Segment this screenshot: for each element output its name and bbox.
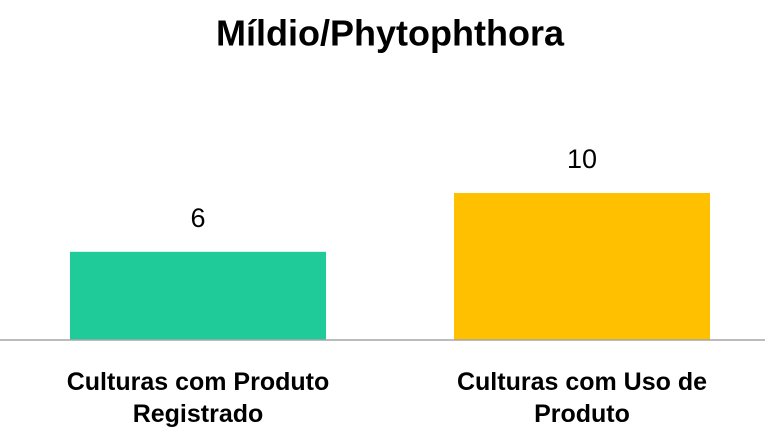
value-label: 10 [567,144,597,174]
bar [454,193,710,340]
x-tick-label: Culturas com Produto Registrado [66,368,330,428]
x-tick-label: Culturas com Uso de Produto [456,368,708,428]
bar [70,251,326,340]
chart-title: Míldio/Phytophthora [216,13,565,54]
value-label: 6 [190,203,205,233]
